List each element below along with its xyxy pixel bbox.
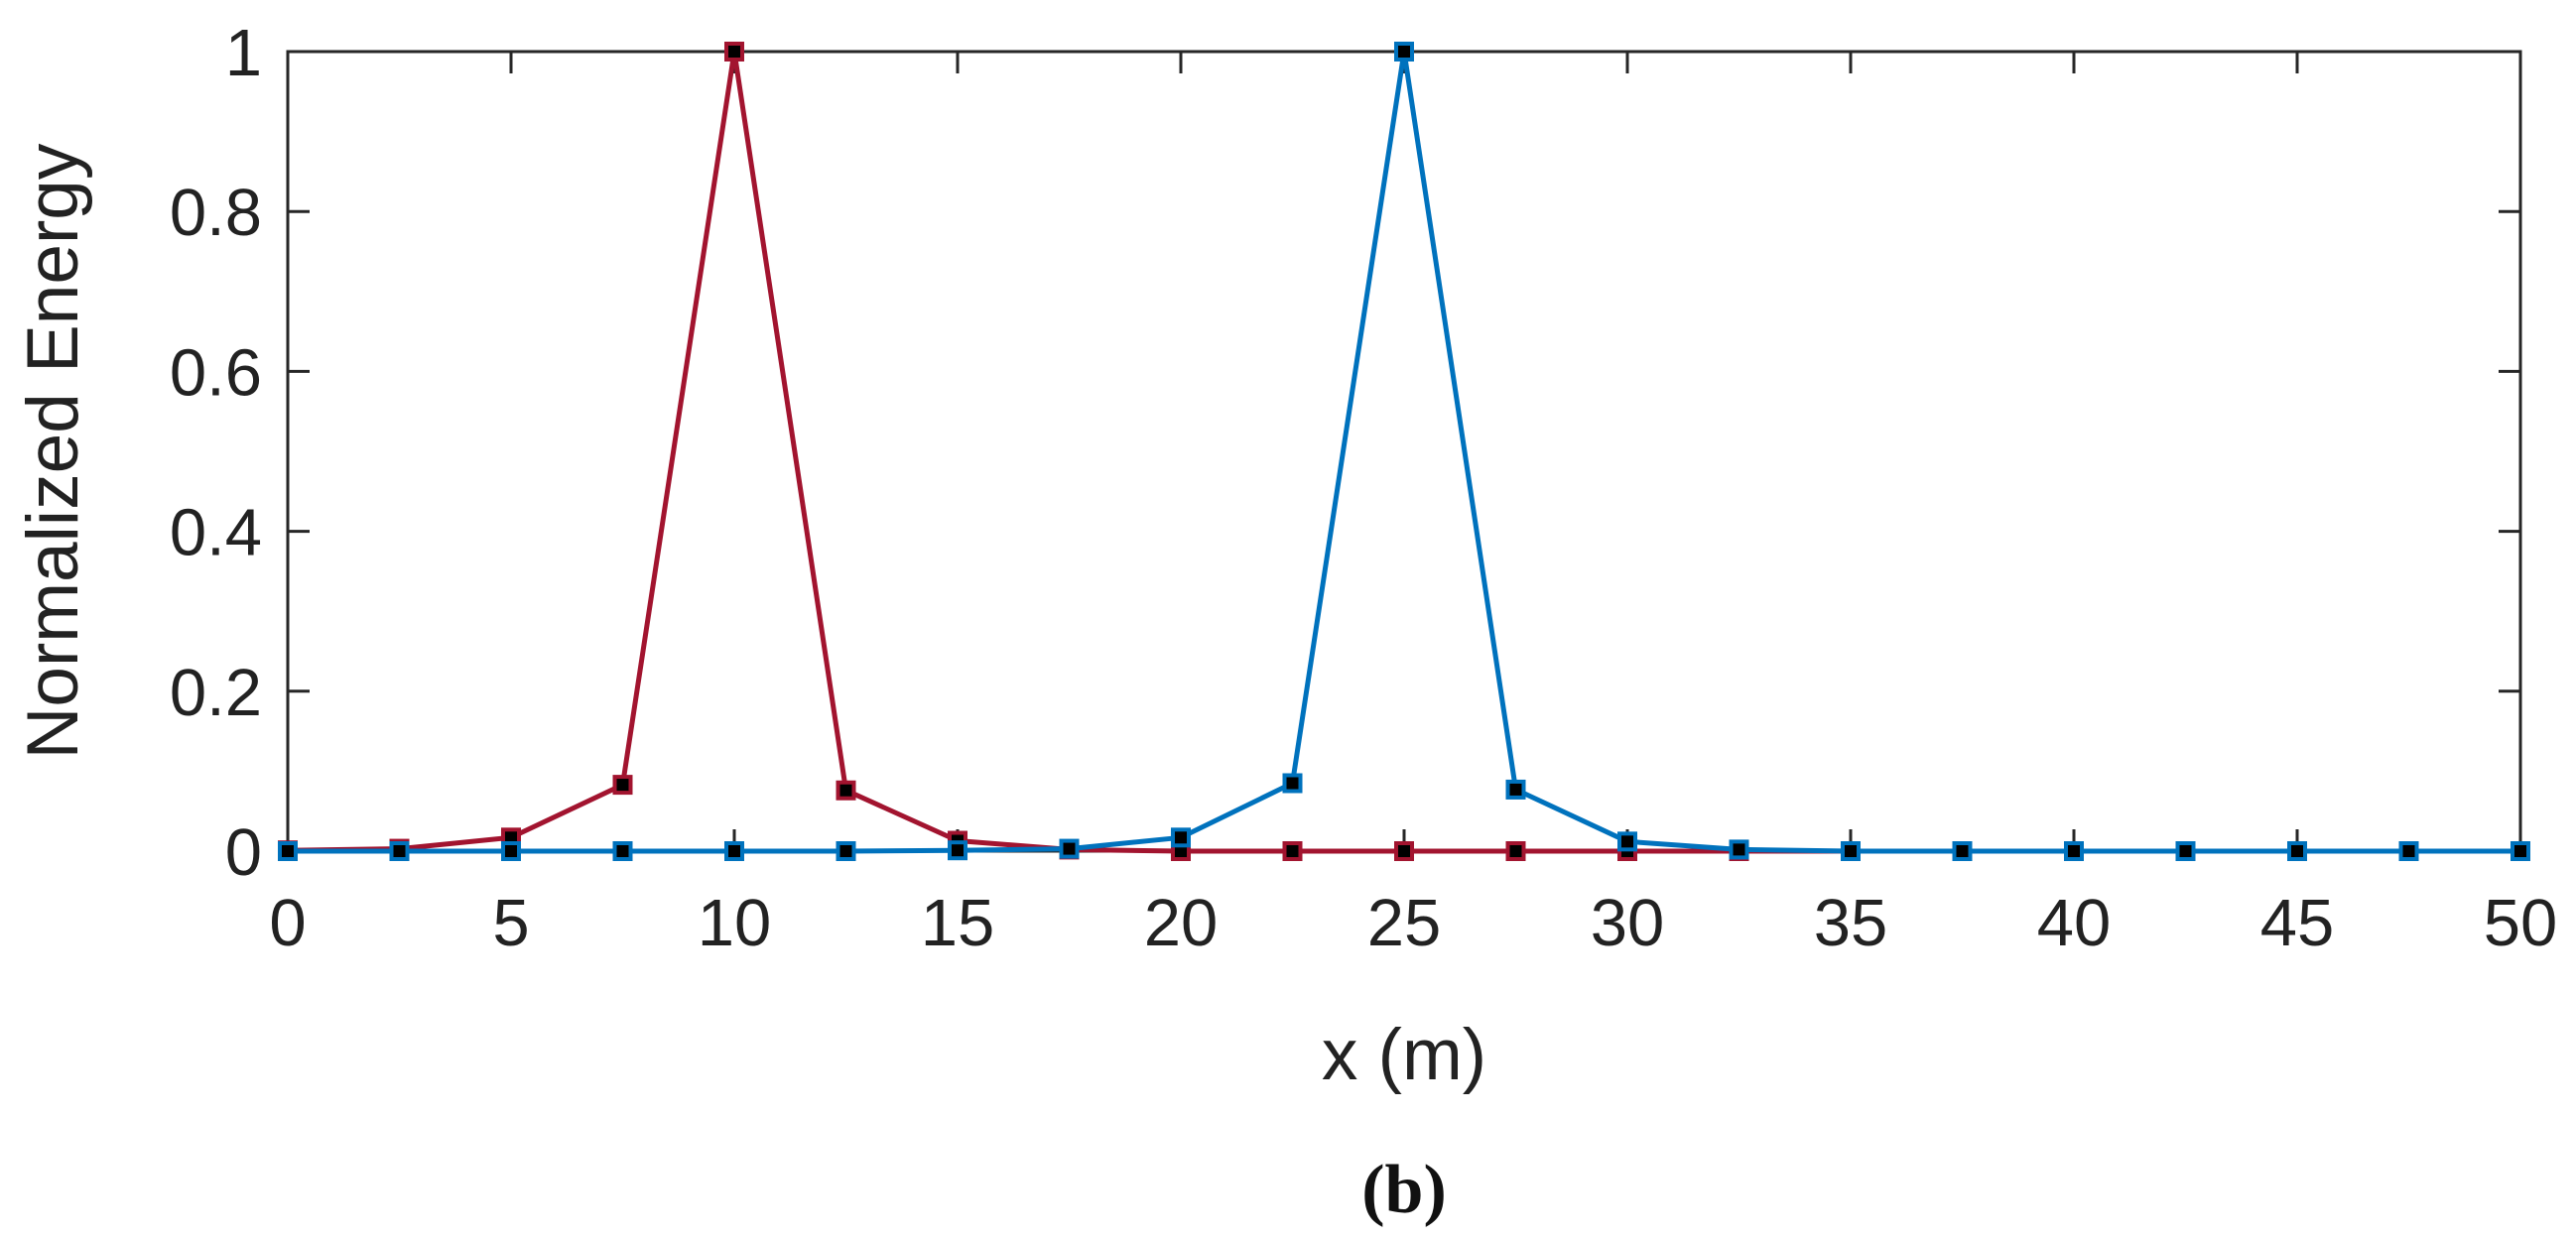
data-point-marker [1282, 773, 1303, 794]
data-point-marker [2287, 841, 2307, 861]
x-tick-label: 45 [2260, 886, 2335, 960]
data-point-marker [1394, 841, 1414, 861]
y-tick-label: 1 [225, 16, 262, 90]
data-point-marker [2064, 841, 2084, 861]
x-tick-label: 35 [1814, 886, 1888, 960]
x-tick-label: 0 [269, 886, 306, 960]
y-tick-label: 0 [225, 815, 262, 890]
y-tick-labels: 0 0.2 0.4 0.6 0.8 1 [170, 16, 262, 890]
data-point-marker [836, 841, 856, 861]
data-point-marker [948, 840, 967, 861]
y-tick-label: 0.6 [170, 335, 262, 410]
y-tick-label: 0.4 [170, 496, 262, 570]
x-tick-label: 10 [698, 886, 772, 960]
y-axis-label: Normalized Energy [13, 143, 93, 759]
x-tick-label: 40 [2037, 886, 2112, 960]
x-tick-label: 5 [492, 886, 529, 960]
data-point-marker [2511, 841, 2530, 861]
data-point-marker [724, 42, 744, 62]
x-tick-label: 20 [1144, 886, 1219, 960]
data-point-marker [1617, 831, 1637, 852]
data-point-marker [2398, 841, 2419, 861]
figure-caption: (b) [1361, 1152, 1447, 1228]
data-point-marker [1505, 779, 1526, 800]
y-tick-label: 0.2 [170, 656, 262, 730]
data-point-marker [612, 775, 633, 796]
data-point-marker [278, 841, 298, 861]
data-point-marker [1171, 827, 1191, 848]
data-point-marker [1059, 838, 1080, 859]
data-point-marker [1729, 839, 1749, 860]
series-line-2 [288, 49, 2520, 854]
series-line-1 [287, 49, 2520, 854]
data-point-marker [836, 780, 856, 801]
x-tick-label: 50 [2484, 886, 2558, 960]
series-lines [287, 49, 2520, 854]
data-point-marker [1505, 841, 1526, 861]
x-axis-label: x (m) [1322, 1015, 1486, 1095]
tick-marks [286, 50, 2522, 853]
x-tick-label: 25 [1367, 886, 1442, 960]
data-point-marker [724, 841, 744, 861]
data-point-marker [1952, 841, 1973, 861]
data-point-marker [1841, 841, 1861, 861]
plot-frame [286, 50, 2522, 853]
x-tick-label: 15 [921, 886, 995, 960]
x-tick-label: 30 [1591, 886, 1665, 960]
data-point-marker [389, 841, 410, 861]
data-point-marker [2175, 841, 2196, 861]
data-point-marker [612, 841, 633, 861]
data-point-marker [1394, 42, 1414, 62]
y-tick-label: 0.8 [170, 176, 262, 250]
data-point-marker [501, 841, 521, 861]
series-markers [278, 42, 2530, 861]
data-point-marker [1282, 841, 1303, 861]
x-tick-labels: 0 5 10 15 20 25 30 35 40 45 50 [269, 886, 2557, 960]
